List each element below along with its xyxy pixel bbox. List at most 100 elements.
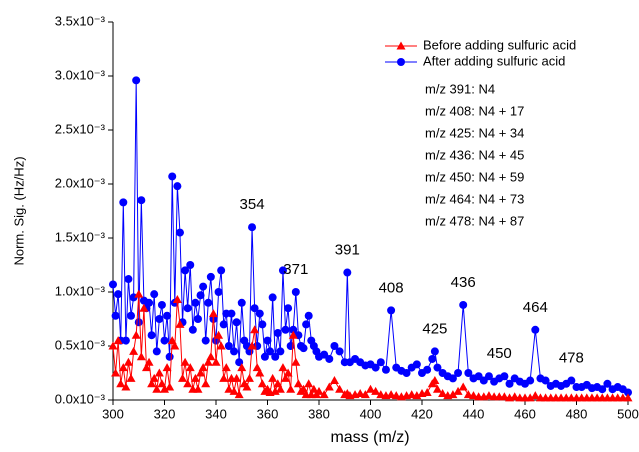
circle-marker [505, 379, 514, 388]
y-tick-label: 1.5x10⁻³ [55, 229, 106, 244]
triangle-marker [360, 390, 370, 399]
circle-marker [165, 352, 174, 361]
triangle-marker [208, 309, 218, 318]
y-tick-label: 2.0x10⁻³ [55, 175, 106, 190]
x-tick-label: 420 [411, 406, 433, 421]
y-tick-label: 0.5x10⁻³ [55, 337, 106, 352]
triangle-marker [484, 391, 494, 400]
triangle-marker [219, 373, 229, 382]
triangle-marker [250, 325, 260, 334]
circle-marker [598, 385, 607, 394]
triangle-marker [180, 357, 190, 366]
circle-marker [206, 272, 215, 281]
note: m/z 391: N4 [425, 81, 495, 96]
circle-marker [186, 261, 195, 269]
triangle-marker [203, 357, 213, 366]
circle-marker [428, 354, 437, 363]
triangle-marker [190, 373, 200, 382]
circle-marker [624, 388, 632, 397]
x-tick-label: 460 [514, 406, 536, 421]
circle-marker [500, 372, 509, 381]
circle-marker [137, 196, 146, 205]
triangle-marker [149, 373, 159, 382]
triangle-marker [232, 373, 242, 382]
triangle-marker [255, 368, 265, 377]
circle-marker [291, 288, 300, 296]
y-tick-label: 3.0x10⁻³ [55, 67, 106, 82]
circle-marker [219, 320, 228, 329]
circle-marker [188, 325, 197, 334]
circle-marker [191, 298, 200, 307]
legend-label: Before adding sulfuric acid [423, 37, 576, 52]
circle-marker [260, 352, 269, 361]
circle-marker [114, 290, 123, 299]
triangle-marker [286, 384, 296, 393]
circle-marker [448, 374, 457, 383]
peak-annotation: 464 [523, 299, 548, 316]
circle-marker [175, 228, 184, 237]
peak-annotation: 354 [240, 196, 265, 213]
triangle-marker [391, 391, 401, 400]
triangle-marker [175, 319, 185, 328]
circle-marker [119, 198, 128, 207]
triangle-marker [198, 363, 208, 372]
triangle-marker [288, 330, 298, 339]
triangle-marker [371, 386, 381, 395]
triangle-marker [319, 390, 329, 399]
circle-marker [397, 58, 405, 66]
x-tick-label: 480 [566, 406, 588, 421]
series-line [112, 80, 629, 393]
circle-marker [325, 354, 334, 363]
triangle-marker [170, 341, 180, 350]
circle-marker [199, 282, 208, 291]
circle-marker [193, 315, 202, 323]
circle-marker [196, 291, 205, 300]
triangle-marker [121, 382, 131, 391]
circle-marker [423, 365, 432, 374]
circle-marker [255, 309, 264, 318]
note: m/z 478: N4 + 87 [425, 213, 524, 228]
circle-marker [376, 358, 385, 367]
circle-marker [286, 342, 295, 350]
triangle-marker [268, 373, 278, 382]
circle-marker [268, 293, 277, 302]
triangle-marker [108, 341, 118, 350]
x-tick-label: 440 [463, 406, 485, 421]
triangle-marker [412, 391, 422, 400]
triangle-marker [116, 379, 126, 388]
circle-marker [217, 266, 226, 275]
circle-marker [201, 336, 210, 345]
note: m/z 450: N4 + 59 [425, 169, 524, 184]
circle-marker [132, 76, 141, 85]
circle-marker [304, 311, 313, 320]
circle-marker [127, 311, 136, 320]
circle-marker [381, 365, 390, 374]
x-tick-label: 400 [360, 406, 382, 421]
triangle-marker [355, 389, 365, 398]
circle-marker [250, 304, 259, 313]
circle-marker [111, 311, 120, 320]
circle-marker [183, 304, 192, 313]
circle-marker [459, 300, 468, 309]
y-tick-label: 1.0x10⁻³ [55, 283, 106, 298]
triangle-marker [244, 373, 254, 382]
triangle-marker [281, 373, 291, 382]
triangle-marker [278, 363, 288, 372]
circle-marker [402, 369, 411, 377]
circle-marker [124, 275, 133, 284]
circle-marker [464, 369, 473, 377]
triangle-marker [224, 384, 234, 393]
triangle-marker [131, 330, 141, 339]
x-tick-label: 360 [257, 406, 279, 421]
triangle-marker [129, 346, 139, 355]
circle-marker [160, 336, 169, 345]
triangle-marker [510, 392, 520, 401]
circle-marker [299, 344, 308, 353]
circle-marker [343, 268, 352, 277]
circle-marker [371, 363, 380, 372]
triangle-marker [165, 382, 175, 391]
circle-marker [541, 376, 550, 385]
circle-marker [230, 347, 239, 356]
peak-annotation: 450 [487, 345, 512, 362]
